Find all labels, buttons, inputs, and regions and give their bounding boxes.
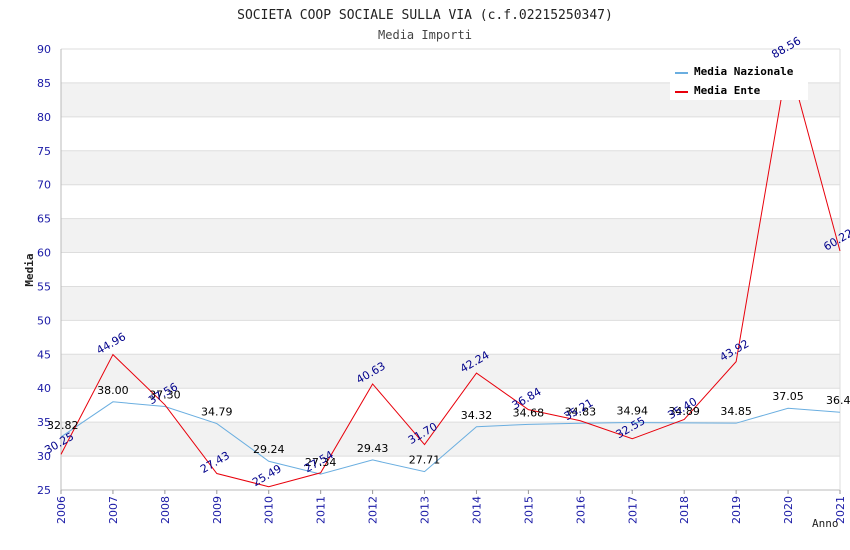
data-label-media-nazionale: 36.46 bbox=[826, 394, 850, 407]
y-tick-label: 30 bbox=[37, 450, 51, 463]
series-lines bbox=[60, 58, 841, 488]
data-label-media-nazionale: 34.89 bbox=[668, 405, 700, 418]
y-tick-label: 50 bbox=[37, 314, 51, 327]
plot-band bbox=[61, 116, 840, 151]
plot-band bbox=[61, 354, 840, 389]
y-tick-label: 70 bbox=[37, 179, 51, 192]
legend: Media Nazionale Media Ente bbox=[670, 58, 808, 100]
data-label-media-nazionale: 34.94 bbox=[617, 405, 649, 418]
y-tick-label: 60 bbox=[37, 247, 51, 260]
data-label-media-nazionale: 27.71 bbox=[409, 454, 441, 467]
y-axis-ticks: 25 30 35 40 45 50 55 60 65 70 75 80 85 90 bbox=[37, 43, 51, 497]
plot-band bbox=[61, 286, 840, 321]
legend-label-media-ente: Media Ente bbox=[694, 84, 761, 97]
x-tick-label: 2020 bbox=[782, 496, 795, 524]
x-tick-label: 2021 bbox=[834, 496, 847, 524]
legend-label-media-nazionale: Media Nazionale bbox=[694, 65, 794, 78]
data-label-media-nazionale: 37.05 bbox=[772, 390, 804, 403]
x-tick-label: 2019 bbox=[730, 496, 743, 524]
y-tick-label: 35 bbox=[37, 416, 51, 429]
x-axis-ticks: 2006 2007 2008 2009 2010 2011 2012 2013 2014 2015… bbox=[55, 490, 847, 524]
plot-band bbox=[61, 218, 840, 253]
x-tick-label: 2016 bbox=[574, 496, 587, 524]
y-tick-label: 25 bbox=[37, 484, 51, 497]
x-tick-label: 2006 bbox=[55, 496, 68, 524]
chart-subtitle: Media Importi bbox=[378, 28, 472, 42]
y-tick-label: 40 bbox=[37, 382, 51, 395]
y-tick-label: 90 bbox=[37, 43, 51, 56]
plot-band bbox=[61, 422, 840, 457]
axes bbox=[60, 49, 841, 491]
data-label-media-nazionale: 34.83 bbox=[565, 405, 597, 418]
plot-band bbox=[61, 184, 840, 219]
data-label-media-nazionale: 34.68 bbox=[513, 406, 545, 419]
plot-band bbox=[61, 320, 840, 355]
y-tick-label: 80 bbox=[37, 111, 51, 124]
x-tick-label: 2008 bbox=[159, 496, 172, 524]
series-line-media-nazionale bbox=[60, 401, 841, 475]
data-label-media-nazionale: 29.24 bbox=[253, 443, 285, 456]
plot-band bbox=[61, 150, 840, 185]
y-tick-label: 85 bbox=[37, 77, 51, 90]
plot-background bbox=[61, 49, 840, 490]
data-label-media-nazionale: 34.32 bbox=[461, 409, 493, 422]
data-label-media-nazionale: 34.79 bbox=[201, 406, 233, 419]
x-tick-label: 2018 bbox=[678, 496, 691, 524]
gridlines bbox=[61, 48, 840, 491]
data-label-media-nazionale: 34.85 bbox=[720, 405, 752, 418]
y-tick-label: 65 bbox=[37, 213, 51, 226]
plot-band bbox=[61, 252, 840, 287]
plot-band bbox=[61, 456, 840, 490]
data-label-media-nazionale: 27.34 bbox=[305, 456, 337, 469]
series-line-media-ente bbox=[60, 58, 841, 488]
chart-title: SOCIETA COOP SOCIALE SULLA VIA (c.f.0221… bbox=[237, 8, 613, 23]
x-tick-label: 2013 bbox=[419, 496, 432, 524]
data-label-media-nazionale: 38.00 bbox=[97, 384, 129, 397]
y-tick-label: 75 bbox=[37, 145, 51, 158]
x-tick-label: 2015 bbox=[522, 496, 535, 524]
data-label-media-nazionale: 29.43 bbox=[357, 442, 389, 455]
x-tick-label: 2012 bbox=[367, 496, 380, 524]
x-tick-label: 2017 bbox=[626, 496, 639, 524]
y-tick-label: 45 bbox=[37, 348, 51, 361]
legend-box bbox=[670, 58, 808, 100]
data-label-media-nazionale: 37.30 bbox=[149, 389, 181, 402]
y-tick-label: 55 bbox=[37, 280, 51, 293]
x-tick-label: 2011 bbox=[315, 496, 328, 524]
x-axis-label: Anno bbox=[812, 517, 839, 530]
x-tick-label: 2007 bbox=[107, 496, 120, 524]
plot-band bbox=[61, 388, 840, 423]
x-tick-label: 2010 bbox=[263, 496, 276, 524]
x-tick-label: 2014 bbox=[470, 496, 483, 524]
data-label-media-nazionale: 32.82 bbox=[47, 419, 79, 432]
x-tick-label: 2009 bbox=[211, 496, 224, 524]
y-axis-label: Media bbox=[23, 253, 36, 286]
